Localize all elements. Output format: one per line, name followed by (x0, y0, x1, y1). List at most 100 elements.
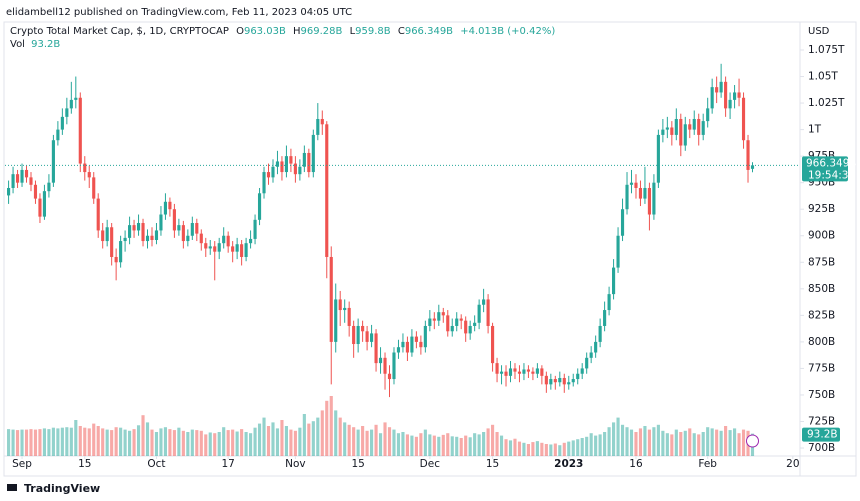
volume-bar (647, 429, 651, 456)
volume-bar (589, 433, 593, 456)
candle-body (226, 235, 230, 247)
volume-bar (280, 420, 284, 456)
candle-body (674, 118, 678, 135)
candle-body (87, 172, 91, 178)
volume-bar (110, 430, 114, 456)
candle-body (311, 134, 315, 173)
candle-body (244, 243, 248, 257)
y-tick-label: 800B (808, 336, 835, 348)
ohlc-value: 959.8B (355, 26, 391, 37)
candle-body (266, 172, 271, 178)
volume-bar (692, 433, 696, 456)
candle-body (733, 92, 737, 100)
volume-bar (728, 430, 732, 456)
candle-body (78, 97, 82, 164)
candle-body (204, 243, 208, 249)
volume-bar (96, 426, 100, 456)
volume-bar (275, 428, 280, 456)
candle-body (544, 375, 548, 385)
candle-body (468, 325, 472, 334)
y-tick-label: 725B (808, 416, 835, 428)
y-tick-label: 875B (808, 256, 835, 268)
candle-body (495, 363, 499, 374)
candle-body (473, 322, 477, 326)
candle-body (746, 140, 750, 170)
volume-bar (226, 430, 230, 456)
candle-body (508, 368, 513, 376)
candle-body (464, 320, 468, 334)
volume-bar (459, 438, 463, 456)
currency: USD (808, 26, 830, 37)
candle-body (670, 127, 674, 135)
candle-body (42, 191, 47, 217)
volume-bar (625, 427, 629, 456)
volume-bar (580, 438, 584, 456)
candle-body (580, 368, 584, 374)
volume-bars (7, 396, 755, 456)
last-volume-box (802, 427, 840, 442)
candle-body (697, 118, 701, 135)
brand-logo: TradingView (7, 482, 100, 495)
volume-bar (558, 445, 562, 456)
volume-bar (473, 433, 477, 456)
candle-body (576, 373, 580, 380)
candle-body (65, 108, 69, 117)
volume-bar (199, 430, 203, 456)
x-tick-label: 15 (486, 458, 499, 470)
candle-body (222, 235, 226, 244)
volume-bar (423, 429, 427, 456)
volume-bar (441, 434, 445, 456)
volume-bar (159, 428, 163, 456)
volume-bar (594, 435, 598, 456)
candle-body (352, 325, 356, 345)
volume-bar (60, 427, 64, 456)
candle-body (638, 187, 643, 199)
x-tick-label: 15 (78, 458, 91, 470)
candle-body (141, 223, 145, 242)
candle-body (414, 336, 418, 342)
byline: elidambell12 published on TradingView.co… (6, 7, 352, 18)
volume-bar (172, 430, 176, 456)
volume-bar (612, 422, 616, 456)
volume-bar (567, 441, 571, 456)
x-tick-label: 16 (629, 458, 643, 470)
candle-body (199, 233, 203, 244)
candle-body (392, 352, 396, 380)
volume-bar (571, 440, 575, 456)
volume-bar (499, 435, 504, 456)
volume-bar (302, 414, 306, 456)
volume-bar (733, 428, 737, 456)
candle-body (706, 108, 710, 122)
candle-body (69, 99, 73, 109)
chart-title: Crypto Total Market Cap, $, 1D, CRYPTOCA… (10, 26, 229, 37)
candle-body (728, 99, 732, 109)
candle-body (289, 156, 293, 164)
candle-body (186, 235, 190, 242)
candle-body (334, 299, 338, 342)
volume-bar (352, 427, 356, 456)
volume-bar (253, 427, 257, 456)
volume-bar (710, 428, 714, 456)
volume-bar (168, 429, 172, 456)
candle-body (302, 152, 306, 167)
volume-bar (383, 422, 387, 456)
volume-bar (181, 430, 185, 456)
candle-body (231, 246, 235, 252)
volume-bar (374, 424, 378, 456)
volume-bar (513, 438, 517, 456)
candle-body (7, 187, 11, 196)
volume-bar (186, 432, 190, 456)
candle-body (491, 325, 495, 364)
candle-body (428, 318, 432, 326)
x-tick-label: 20 (786, 458, 799, 470)
candle-body (634, 182, 638, 188)
volume-bar (29, 429, 33, 456)
candle-body (683, 124, 687, 146)
candle-body (105, 227, 109, 242)
volume-bar (361, 426, 365, 456)
volume-bar (33, 429, 38, 456)
candle-body (338, 299, 342, 311)
candle-body (737, 92, 741, 98)
candle-body (374, 333, 378, 364)
y-tick-label: 750B (808, 389, 835, 401)
